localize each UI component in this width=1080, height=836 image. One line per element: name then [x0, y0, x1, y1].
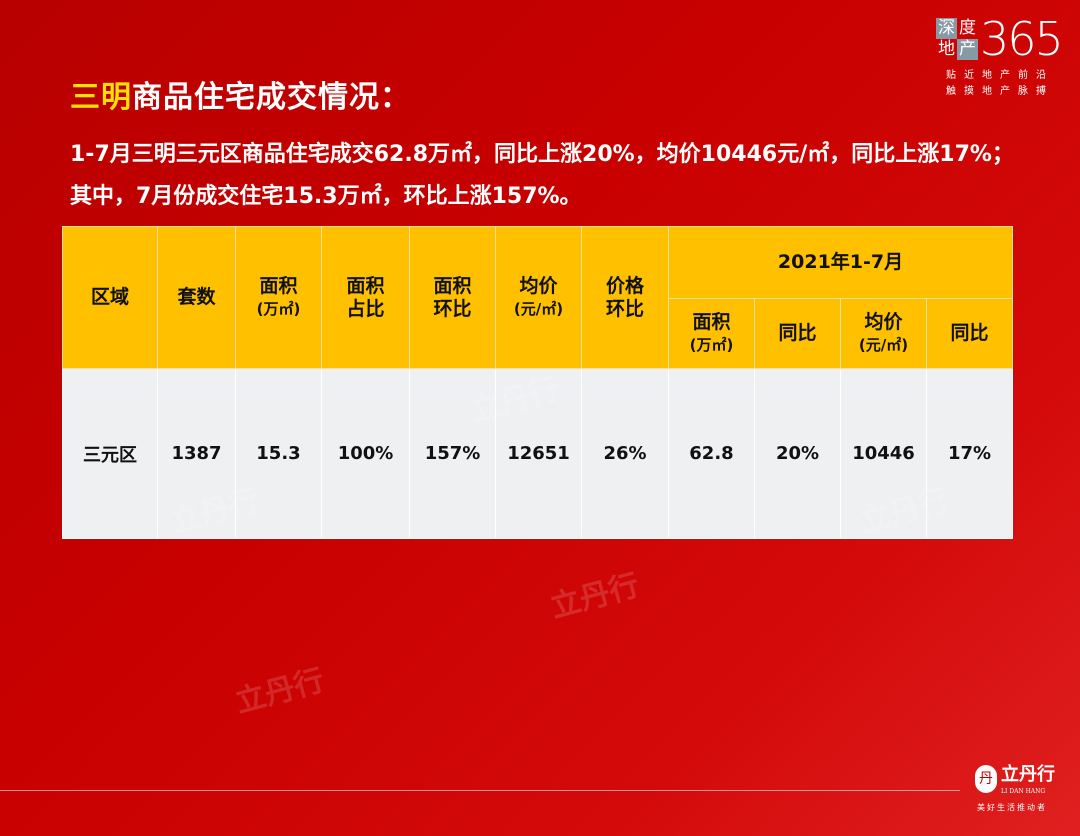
cell-ytd-area-yoy: 20% — [754, 368, 841, 539]
footer-divider — [0, 790, 960, 791]
cell-ytd-area: 62.8 — [668, 368, 755, 539]
header-group-2021: 2021年1-7月 — [667, 226, 1014, 299]
header-units: 套数 — [157, 226, 236, 369]
header-area: 面积 (万㎡) — [235, 226, 322, 369]
brand-slogan: 美好生活推动者 — [977, 803, 1047, 812]
cell-region: 三元区 — [62, 368, 158, 539]
cell-avg-price: 12651 — [495, 368, 582, 539]
logo-box: 深 度 地 产 — [936, 18, 978, 60]
header-region: 区域 — [62, 226, 158, 369]
brand-seal-icon: 丹 — [975, 765, 997, 793]
cell-ytd-price-yoy: 17% — [925, 368, 1014, 539]
cell-price-mom: 26% — [581, 368, 669, 539]
header-price-mom: 价格 环比 — [581, 226, 669, 369]
table-row: 三元区 1387 15.3 100% 157% 12651 26% 62.8 2… — [62, 368, 1014, 539]
brand-english: LI DAN HANG — [1001, 788, 1046, 795]
cell-units: 1387 — [157, 368, 236, 539]
subheader-avg-price: 均价 (元/㎡) — [840, 298, 927, 369]
cell-ytd-avg-price: 10446 — [840, 368, 927, 539]
subheader-area: 面积 (万㎡) — [668, 298, 755, 369]
data-table: 区域 套数 面积 (万㎡) 面积 占比 面积 环比 均价 (元/㎡) 价格 环比 2021… — [62, 226, 1014, 539]
cell-area-mom: 157% — [409, 368, 496, 539]
logo-char: 产 — [957, 39, 978, 60]
logo-tagline: 贴近地产前沿 — [946, 70, 1054, 81]
logo-number: 365 — [980, 12, 1064, 66]
subheader-yoy: 同比 — [925, 298, 1014, 369]
title-rest: 商品住宅成交情况： — [132, 80, 411, 115]
cell-area-share: 100% — [321, 368, 410, 539]
logo-char: 地 — [938, 39, 955, 59]
title-highlight: 三明 — [70, 80, 132, 115]
brand-name: 立丹行 — [1001, 764, 1055, 785]
summary-text: 1-7月三明三元区商品住宅成交62.8万㎡，同比上涨20%，均价10446元/㎡… — [70, 142, 1014, 209]
header-area-mom: 面积 环比 — [409, 226, 496, 369]
header-avg-price: 均价 (元/㎡) — [495, 226, 582, 369]
subheader-yoy: 同比 — [754, 298, 841, 369]
page-title: 三明商品住宅成交情况： — [70, 72, 411, 116]
logo-365: 深 度 地 产 365 贴近地产前沿 触摸地产脉搏 — [936, 12, 1064, 98]
header-area-share: 面积 占比 — [321, 226, 410, 369]
cell-area: 15.3 — [235, 368, 322, 539]
logo-char: 度 — [959, 18, 976, 38]
logo-tagline: 触摸地产脉搏 — [946, 86, 1054, 97]
logo-char: 深 — [936, 18, 957, 39]
